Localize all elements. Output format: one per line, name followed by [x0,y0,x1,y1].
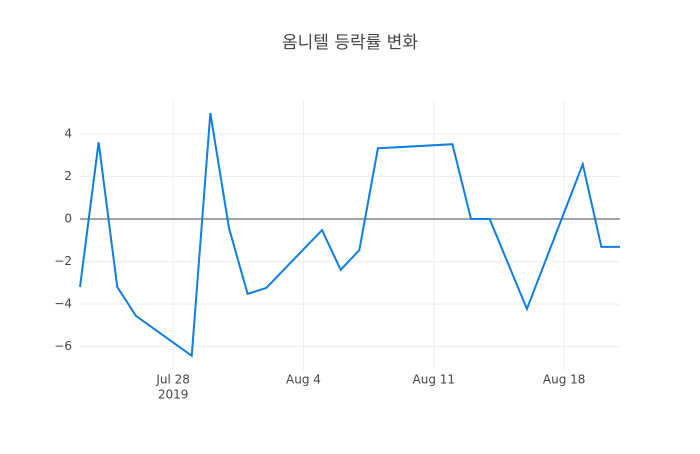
x-tick-label: Aug 4 [286,373,321,387]
x-year-label: 2019 [158,388,189,402]
y-tick-label: 2 [64,169,72,183]
x-tick-label: Aug 11 [413,373,456,387]
x-tick-label: Jul 28 [155,373,190,387]
line [79,113,620,358]
y-tick-label: −2 [54,254,72,268]
y-tick-label: 0 [64,212,72,226]
y-tick-label: 4 [64,127,72,141]
y-tick-label: −4 [54,297,72,311]
y-tick-label: −6 [54,339,72,353]
chart-title: 옴니텔 등락률 변화 [282,33,418,53]
x-tick-label: Aug 18 [543,373,586,387]
